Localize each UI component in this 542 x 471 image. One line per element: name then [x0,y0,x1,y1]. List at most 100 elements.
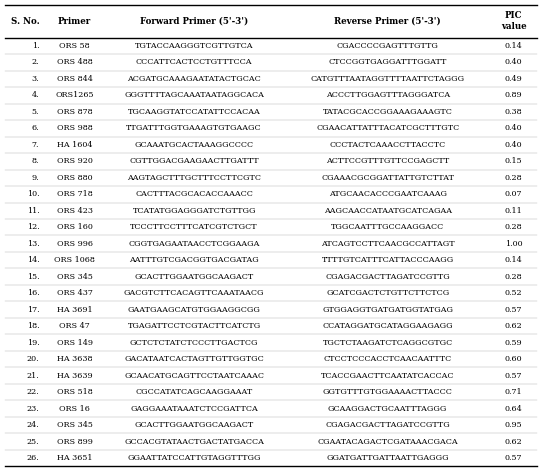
Text: 1.00: 1.00 [505,240,522,248]
Text: ORS 899: ORS 899 [56,438,93,446]
Text: CGGTGAGAATAACCTCGGAAGA: CGGTGAGAATAACCTCGGAAGA [128,240,260,248]
Text: ACTTCCGTTTGTTCCGAGCTT: ACTTCCGTTTGTTCCGAGCTT [326,157,449,165]
Text: 8.: 8. [32,157,40,165]
Text: 0.57: 0.57 [505,454,522,462]
Text: CCATAGGATGCATAGGAAGAGG: CCATAGGATGCATAGGAAGAGG [322,322,453,330]
Text: ACGATGCAAAGAATATACTGCAC: ACGATGCAAAGAATATACTGCAC [127,75,261,83]
Text: ORS 1068: ORS 1068 [54,256,95,264]
Text: TGAGATTCCTCGTACTTCATCTG: TGAGATTCCTCGTACTTCATCTG [127,322,261,330]
Text: CGAGACGACTTAGATCCGTTG: CGAGACGACTTAGATCCGTTG [325,421,450,429]
Text: HA 3691: HA 3691 [57,306,92,314]
Text: TGCAAGGTATCCATATTCCACAA: TGCAAGGTATCCATATTCCACAA [128,108,261,116]
Text: 0.28: 0.28 [505,174,522,182]
Text: 5.: 5. [32,108,40,116]
Text: TCATATGGAGGGATCTGTTGG: TCATATGGAGGGATCTGTTGG [132,207,256,215]
Text: ORS 47: ORS 47 [59,322,90,330]
Text: CACTTTACGCACACCAAACC: CACTTTACGCACACCAAACC [136,190,253,198]
Text: 20.: 20. [27,355,40,363]
Text: TGCTCTAAGATCTCAGGCGTGC: TGCTCTAAGATCTCAGGCGTGC [322,339,453,347]
Text: 0.57: 0.57 [505,372,522,380]
Text: 0.15: 0.15 [505,157,522,165]
Text: 0.95: 0.95 [505,421,522,429]
Text: ORS 996: ORS 996 [56,240,93,248]
Text: 0.71: 0.71 [505,388,522,396]
Text: 0.11: 0.11 [505,207,522,215]
Text: 1.: 1. [32,42,40,50]
Text: ORS 844: ORS 844 [56,75,93,83]
Text: ACCCTTGGAGTTTAGGGATCA: ACCCTTGGAGTTTAGGGATCA [326,91,450,99]
Text: Reverse Primer (5'-3'): Reverse Primer (5'-3') [334,16,441,26]
Text: GCAAATGCACTAAAGGCCCC: GCAAATGCACTAAAGGCCCC [134,141,254,149]
Text: HA 3651: HA 3651 [57,454,92,462]
Text: TATACGCACCGGAAAGAAAGTC: TATACGCACCGGAAAGAAAGTC [322,108,453,116]
Text: ORS 345: ORS 345 [56,273,93,281]
Text: Forward Primer (5'-3'): Forward Primer (5'-3') [140,16,248,26]
Text: ORS 437: ORS 437 [56,289,93,297]
Text: HA 3638: HA 3638 [57,355,92,363]
Text: CGAAACGCGGATTATTGTCTTAT: CGAAACGCGGATTATTGTCTTAT [321,174,454,182]
Text: ORS 345: ORS 345 [56,421,93,429]
Text: 2.: 2. [32,58,40,66]
Text: GGAATTATCCATTGTAGGTTTGG: GGAATTATCCATTGTAGGTTTGG [127,454,261,462]
Text: ORS 58: ORS 58 [59,42,90,50]
Text: ORS 878: ORS 878 [57,108,92,116]
Text: GAGGAAATAAATCTCCGATTCA: GAGGAAATAAATCTCCGATTCA [131,405,258,413]
Text: 3.: 3. [32,75,40,83]
Text: 25.: 25. [27,438,40,446]
Text: 0.62: 0.62 [505,438,522,446]
Text: 0.40: 0.40 [505,124,522,132]
Text: ORS 16: ORS 16 [59,405,90,413]
Text: TGTACCAAGGGTCGTTGTCA: TGTACCAAGGGTCGTTGTCA [135,42,254,50]
Text: ORS 423: ORS 423 [56,207,93,215]
Text: ATCAGTCCTTCAACGCCATTAGT: ATCAGTCCTTCAACGCCATTAGT [321,240,455,248]
Text: 17.: 17. [27,306,40,314]
Text: GCACTTGGAATGGCAAGACT: GCACTTGGAATGGCAAGACT [134,273,254,281]
Text: TCCCTTCCTTTCATCGTCTGCT: TCCCTTCCTTTCATCGTCTGCT [131,223,258,231]
Text: ORS 518: ORS 518 [56,388,92,396]
Text: GCCACGTATAACTGACTATGACCA: GCCACGTATAACTGACTATGACCA [124,438,264,446]
Text: GCATCGACTCTGTTCTTCTCG: GCATCGACTCTGTTCTTCTCG [326,289,449,297]
Text: 26.: 26. [27,454,40,462]
Text: 0.57: 0.57 [505,306,522,314]
Text: GCACTTGGAATGGCAAGACT: GCACTTGGAATGGCAAGACT [134,421,254,429]
Text: Primer: Primer [58,16,91,26]
Text: 0.28: 0.28 [505,223,522,231]
Text: GCAAGGACTGCAATTTAGGG: GCAAGGACTGCAATTTAGGG [328,405,447,413]
Text: 13.: 13. [27,240,40,248]
Text: 0.07: 0.07 [505,190,522,198]
Text: CGAATACAGACTCGATAAACGACA: CGAATACAGACTCGATAAACGACA [318,438,458,446]
Text: GGGTTTTAGCAAATAATAGGCACA: GGGTTTTAGCAAATAATAGGCACA [124,91,264,99]
Text: CGCCATATCAGCAAGGAAAT: CGCCATATCAGCAAGGAAAT [136,388,253,396]
Text: CGAACATTATTTACATCGCTTTGTC: CGAACATTATTTACATCGCTTTGTC [316,124,459,132]
Text: CATGTTTAATAGGTTTTAATTCTAGGG: CATGTTTAATAGGTTTTAATTCTAGGG [311,75,464,83]
Text: ORS 880: ORS 880 [57,174,92,182]
Text: CGTTGGACGAAGAACTTGATTT: CGTTGGACGAAGAACTTGATTT [130,157,259,165]
Text: ORS 488: ORS 488 [56,58,92,66]
Text: 0.59: 0.59 [505,339,522,347]
Text: GTGGAGGTGATGATGGTATGAG: GTGGAGGTGATGATGGTATGAG [322,306,453,314]
Text: 0.40: 0.40 [505,58,522,66]
Text: 0.14: 0.14 [505,42,522,50]
Text: HA 1604: HA 1604 [57,141,92,149]
Text: 7.: 7. [32,141,40,149]
Text: TGGCAATTTGCCAAGGACC: TGGCAATTTGCCAAGGACC [331,223,444,231]
Text: ATGCAACACCCGAATCAAAG: ATGCAACACCCGAATCAAAG [328,190,447,198]
Text: CCCATTCACTCCTGTTTCCA: CCCATTCACTCCTGTTTCCA [136,58,253,66]
Text: ORS 718: ORS 718 [56,190,92,198]
Text: ORS 920: ORS 920 [56,157,93,165]
Text: 0.28: 0.28 [505,273,522,281]
Text: CGACCCCGAGTTTGTTG: CGACCCCGAGTTTGTTG [337,42,438,50]
Text: 0.89: 0.89 [505,91,522,99]
Text: 23.: 23. [27,405,40,413]
Text: ORS1265: ORS1265 [55,91,94,99]
Text: ORS 988: ORS 988 [56,124,92,132]
Text: 0.40: 0.40 [505,141,522,149]
Text: 14.: 14. [27,256,40,264]
Text: AAGCAACCATAATGCATCAGAA: AAGCAACCATAATGCATCAGAA [324,207,451,215]
Text: 0.52: 0.52 [505,289,522,297]
Text: 24.: 24. [27,421,40,429]
Text: TCACCGAACTTCAATATCACCAC: TCACCGAACTTCAATATCACCAC [321,372,454,380]
Text: CGAGACGACTTAGATCCGTTG: CGAGACGACTTAGATCCGTTG [325,273,450,281]
Text: S. No.: S. No. [11,16,40,26]
Text: GAATGAAGCATGTGGAAGGCGG: GAATGAAGCATGTGGAAGGCGG [128,306,261,314]
